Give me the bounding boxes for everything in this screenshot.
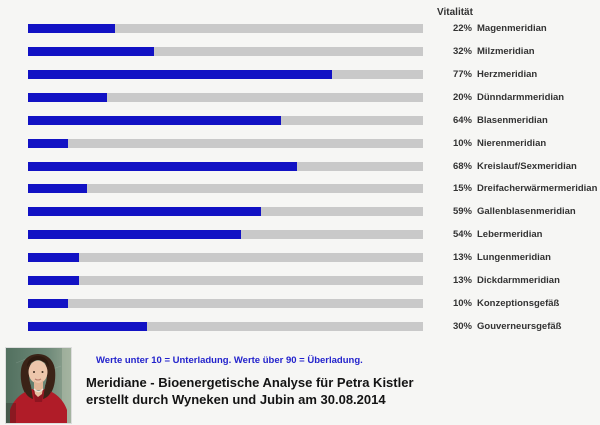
chart-header-vitalitaet: Vitalität [437, 7, 473, 18]
bar-fill [28, 138, 68, 148]
bar-track [28, 92, 423, 102]
bar-track [28, 321, 423, 331]
report-title: Meridiane - Bioenergetische Analyse für … [86, 374, 414, 408]
report-title-line1: Meridiane - Bioenergetische Analyse für … [86, 375, 414, 390]
value-label: 30% [452, 320, 472, 332]
bar-track [28, 69, 423, 79]
meridian-row: 30% Gouverneursgefäß [0, 321, 600, 333]
bar-track [28, 207, 423, 217]
bar-track [28, 46, 423, 56]
bar-fill [28, 69, 333, 79]
value-label: 22% [452, 23, 472, 34]
value-label: 32% [452, 45, 472, 57]
bar-fill [28, 230, 242, 240]
report-title-line2: erstellt durch Wyneken und Jubin am 30.0… [86, 392, 386, 407]
value-label: 13% [452, 275, 472, 287]
meridian-row: 13% Dickdarmmeridian [0, 275, 600, 287]
meridian-row: 20% Dünndarmmeridian [0, 92, 600, 104]
bar-fill [28, 161, 297, 171]
meridian-name: Lebermeridian [477, 229, 543, 241]
value-label: 64% [452, 114, 472, 126]
meridian-row: 10% Konzeptionsgefäß [0, 298, 600, 310]
bar-track [28, 184, 423, 194]
meridian-name: Nierenmeridian [477, 137, 547, 149]
bar-track [28, 161, 423, 171]
meridian-name: Kreislauf/Sexmeridian [477, 160, 577, 172]
bar-track [28, 138, 423, 148]
value-label: 68% [452, 160, 472, 172]
bar-fill [28, 321, 147, 331]
meridian-row: 68% Kreislauf/Sexmeridian [0, 161, 600, 173]
meridian-name: Gouverneursgefäß [477, 320, 562, 332]
bar-track [28, 24, 423, 33]
meridian-name: Magenmeridian [477, 23, 547, 34]
meridian-row: 77% Herzmeridian [0, 69, 600, 81]
value-label: 54% [452, 229, 472, 241]
meridian-row: 64% Blasenmeridian [0, 115, 600, 127]
meridian-name: Dreifacherwärmermeridian [477, 183, 598, 195]
bar-fill [28, 92, 107, 102]
meridian-row: 22% Magenmeridian [0, 23, 600, 35]
bar-track [28, 230, 423, 240]
meridian-name: Dünndarmmeridian [477, 91, 565, 103]
value-label: 15% [452, 183, 472, 195]
practitioner-photo [5, 347, 72, 424]
value-legend-note: Werte unter 10 = Unterladung. Werte über… [96, 355, 363, 366]
bar-fill [28, 299, 68, 309]
meridian-name: Herzmeridian [477, 68, 538, 80]
value-label: 59% [452, 206, 472, 218]
meridian-row: 54% Lebermeridian [0, 229, 600, 241]
value-label: 10% [452, 298, 472, 310]
meridian-row: 59% Gallenblasenmeridian [0, 206, 600, 218]
meridian-name: Milzmeridian [477, 45, 535, 57]
meridian-name: Lungenmeridian [477, 252, 551, 264]
meridian-name: Blasenmeridian [477, 114, 548, 126]
meridian-name: Konzeptionsgefäß [477, 298, 560, 310]
bar-fill [28, 207, 262, 217]
value-label: 13% [452, 252, 472, 264]
meridian-name: Gallenblasenmeridian [477, 206, 576, 218]
bar-fill [28, 46, 155, 56]
portrait-image [6, 348, 71, 423]
bar-fill [28, 276, 80, 286]
meridian-row: 32% Milzmeridian [0, 46, 600, 58]
meridian-row: 15% Dreifacherwärmermeridian [0, 183, 600, 195]
value-label: 20% [452, 91, 472, 103]
meridian-row: 10% Nierenmeridian [0, 138, 600, 150]
meridian-row: 13% Lungenmeridian [0, 252, 600, 264]
bar-fill [28, 24, 115, 33]
bar-fill [28, 184, 88, 194]
bar-fill [28, 253, 80, 263]
meridian-name: Dickdarmmeridian [477, 275, 560, 287]
bar-track [28, 115, 423, 125]
value-label: 10% [452, 137, 472, 149]
bar-fill [28, 115, 281, 125]
bar-track [28, 253, 423, 263]
bar-track [28, 299, 423, 309]
value-label: 77% [452, 68, 472, 80]
bar-track [28, 276, 423, 286]
